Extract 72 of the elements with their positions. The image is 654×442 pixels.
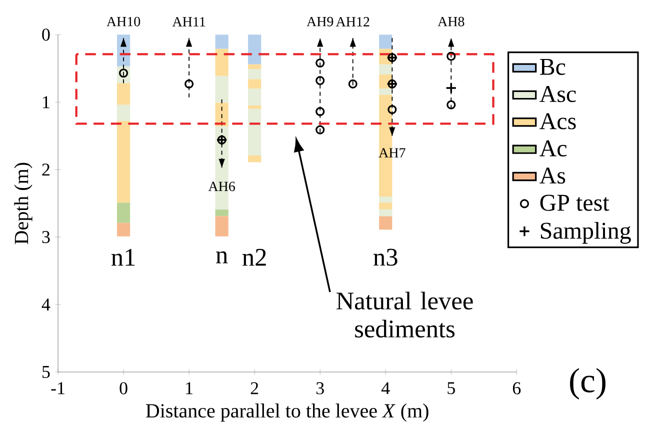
y-tick-label: 5 xyxy=(42,366,50,378)
y-axis-title: Depth (m) xyxy=(14,162,32,244)
legend-label: As xyxy=(540,168,566,184)
x-tick-label: 0 xyxy=(120,382,128,394)
text: AH8 xyxy=(438,16,464,26)
x-tick-label: 2 xyxy=(250,382,258,394)
bar xyxy=(379,88,392,95)
text: (c) xyxy=(570,368,606,400)
legend-label: Acs xyxy=(540,113,576,130)
legend-label: Bc xyxy=(540,58,566,75)
bar xyxy=(116,121,130,203)
legend-label: GP test xyxy=(540,194,610,211)
bar xyxy=(248,79,262,89)
text: AH9 xyxy=(306,16,334,26)
x-tick-label: 1 xyxy=(186,382,192,394)
bar xyxy=(248,108,262,156)
annotation: n2 xyxy=(242,248,266,266)
bar xyxy=(248,155,262,162)
annotation: n3 xyxy=(374,248,398,266)
point xyxy=(316,107,325,116)
y-tick-label: 3 xyxy=(42,231,50,244)
bar xyxy=(248,34,262,64)
legend-label: Asc xyxy=(540,86,576,102)
text: AH11 xyxy=(172,17,206,26)
bar xyxy=(379,196,392,203)
y-tick-label: 2 xyxy=(42,164,50,176)
bar xyxy=(215,216,228,236)
point xyxy=(118,68,128,78)
bar xyxy=(379,64,392,74)
annotation: n xyxy=(216,251,228,264)
point xyxy=(316,125,325,134)
x-tick-label: 5 xyxy=(448,382,455,394)
point xyxy=(316,76,325,86)
text: AH10 xyxy=(106,16,140,26)
x-axis-title: Distance parallel to the levee X (m) xyxy=(146,404,428,422)
x-tick-label: 3 xyxy=(316,382,324,394)
point xyxy=(348,79,358,88)
text: AH12 xyxy=(336,17,370,26)
bar xyxy=(215,209,228,216)
bar xyxy=(248,69,262,80)
y-tick-label: 4 xyxy=(42,298,50,310)
point xyxy=(388,105,397,114)
bar xyxy=(116,202,130,223)
legend-label: Ac xyxy=(540,140,567,156)
bar xyxy=(215,34,228,49)
bar xyxy=(248,106,262,109)
legend-label: Sampling xyxy=(540,222,631,244)
y-tick-label: 0 xyxy=(42,28,50,41)
bar xyxy=(116,222,130,236)
annotation: Natural levee sediments xyxy=(336,292,473,338)
bar xyxy=(215,76,228,103)
point xyxy=(445,82,457,94)
bar xyxy=(248,88,262,106)
bar xyxy=(248,64,262,70)
bar xyxy=(116,104,130,122)
bar xyxy=(379,209,392,216)
annotation: AH6 xyxy=(208,182,236,192)
bar xyxy=(379,202,392,210)
bar xyxy=(116,83,130,105)
point xyxy=(446,52,456,61)
annotation: AH7 xyxy=(378,148,406,158)
bar xyxy=(215,48,228,76)
point xyxy=(446,100,456,110)
point xyxy=(184,79,194,88)
point xyxy=(316,58,325,68)
x-tick-label: 6 xyxy=(512,382,521,394)
bar xyxy=(379,216,392,230)
y-tick-label: 1 xyxy=(43,96,50,108)
annotation: n1 xyxy=(111,248,135,266)
bar xyxy=(379,34,392,49)
x-tick-label: -1 xyxy=(51,382,64,394)
x-tick-label: 4 xyxy=(381,382,390,394)
